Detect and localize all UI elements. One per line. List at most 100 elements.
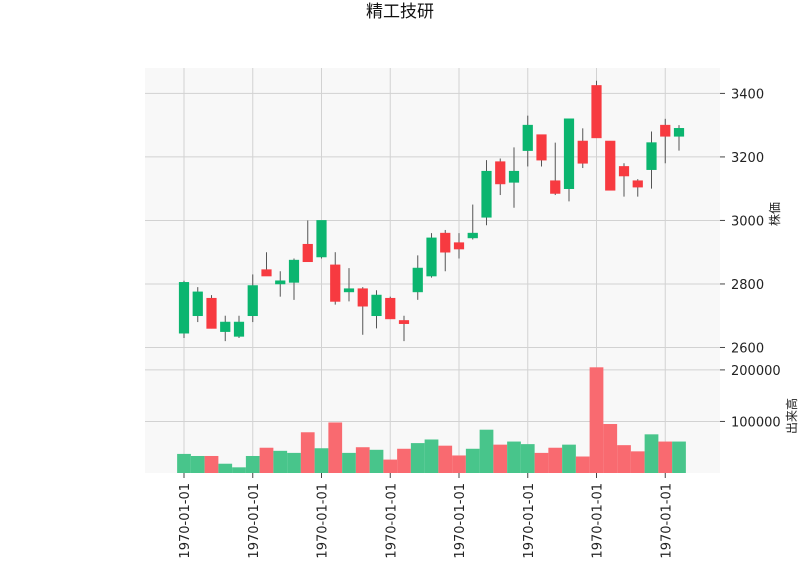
volume-bar-up [287, 452, 301, 473]
chart-title: 精工技研 [366, 2, 434, 22]
volume-bar-down [397, 448, 411, 473]
candle-body-down [357, 288, 368, 307]
volume-panel: 100000 200000 出来高 [145, 357, 799, 473]
volume-bar-up [218, 463, 233, 473]
volume-bar-up [410, 443, 425, 473]
candle-body-down [591, 85, 602, 139]
volume-bar-up [369, 449, 384, 473]
price-panel: 2600 2800 3000 3200 3400 株価 [145, 68, 782, 357]
x-tick-label: 1970-01-01 [453, 483, 468, 559]
volume-bar-down [630, 451, 645, 473]
volume-bar-down [328, 422, 343, 473]
volume-bar-down [617, 445, 631, 473]
volume-bar-up [465, 448, 480, 473]
x-tick-label: 1970-01-01 [178, 483, 193, 559]
candle-body-up [288, 259, 300, 283]
price-axis-label: 株価 [767, 202, 782, 226]
volume-bar-up [672, 441, 686, 473]
candle-body-up [481, 170, 492, 218]
x-axis-ticks: 1970-01-01 1970-01-01 1970-01-01 1970-01-01… [178, 473, 674, 559]
volume-bar-up [342, 452, 356, 473]
price-tick-label: 2600 [731, 341, 764, 356]
candle-body-down [453, 242, 465, 250]
volume-bar-down [383, 459, 398, 473]
price-y-ticks: 2600 2800 3000 3200 3400 [720, 87, 764, 356]
volume-tick-label: 200000 [731, 364, 781, 379]
candle-body-up [343, 288, 355, 293]
x-tick-label: 1970-01-01 [384, 483, 399, 559]
candle-body-down [660, 124, 671, 137]
x-tick-label: 1970-01-01 [316, 483, 331, 559]
volume-bar-up [424, 439, 439, 473]
candle-body-down [536, 134, 547, 161]
candle-body-up [467, 232, 478, 239]
volume-bars [177, 367, 686, 473]
volume-bar-down [658, 441, 673, 473]
volume-tick-label: 100000 [731, 415, 781, 430]
volume-bar-up [232, 467, 246, 473]
volume-bar-down [548, 447, 563, 473]
candle-body-down [398, 320, 410, 324]
volume-y-ticks: 100000 200000 [720, 364, 781, 430]
volume-bar-up [177, 453, 191, 473]
candle-body-down [577, 140, 588, 164]
candle-body-up [673, 128, 685, 137]
volume-bar-down [300, 432, 315, 473]
candle-body-up [522, 124, 533, 151]
volume-bar-down [452, 455, 466, 473]
candle-body-down [605, 140, 616, 191]
candle-body-down [550, 180, 561, 194]
price-panel-background [145, 68, 720, 357]
volume-axis-label: 出来高 [784, 398, 799, 434]
volume-bar-down [204, 455, 219, 473]
volume-bar-up [314, 448, 329, 473]
candle-body-up [426, 237, 437, 277]
candle-body-down [206, 297, 217, 329]
x-tick-label: 1970-01-01 [591, 483, 606, 559]
volume-bar-up [190, 455, 205, 473]
candle-body-down [330, 264, 341, 302]
candle-body-up [646, 142, 657, 170]
candle-body-down [440, 232, 451, 253]
candle-body-up [192, 291, 203, 317]
candle-body-down [632, 180, 643, 188]
volume-bar-down [603, 424, 618, 473]
volume-bar-down [493, 444, 508, 473]
volume-bar-up [245, 455, 260, 473]
price-tick-label: 3000 [731, 214, 764, 229]
volume-bar-up [520, 444, 535, 473]
price-tick-label: 3400 [731, 87, 764, 102]
price-tick-label: 3200 [731, 151, 764, 166]
volume-bar-up [562, 444, 576, 473]
candle-body-up [233, 321, 245, 337]
x-tick-label: 1970-01-01 [247, 483, 262, 559]
candle-body-down [495, 161, 506, 185]
x-tick-label: 1970-01-01 [522, 483, 537, 559]
x-tick-label: 1970-01-01 [659, 483, 674, 559]
volume-bar-down [589, 367, 604, 473]
volume-bar-down [259, 447, 274, 473]
candle-body-up [247, 285, 258, 317]
volume-bar-up [479, 429, 494, 473]
candle-body-up [275, 280, 286, 285]
candle-body-down [302, 243, 313, 263]
volume-bar-up [273, 450, 288, 473]
volume-bar-down [355, 447, 370, 473]
price-candles [178, 80, 685, 342]
volume-bar-down [438, 445, 453, 473]
price-tick-label: 2800 [731, 278, 764, 293]
candle-body-up [371, 294, 382, 317]
volume-bar-up [507, 441, 521, 473]
volume-bar-down [534, 452, 549, 473]
candle-body-up [563, 118, 575, 189]
candle-body-down [385, 297, 396, 320]
candle-body-down [618, 166, 630, 177]
candle-body-down [261, 269, 272, 277]
candle-body-up [508, 170, 520, 183]
volume-bar-up [644, 434, 659, 473]
candle-body-up [178, 282, 190, 334]
candle-body-up [220, 321, 231, 332]
candle-body-up [316, 220, 327, 258]
